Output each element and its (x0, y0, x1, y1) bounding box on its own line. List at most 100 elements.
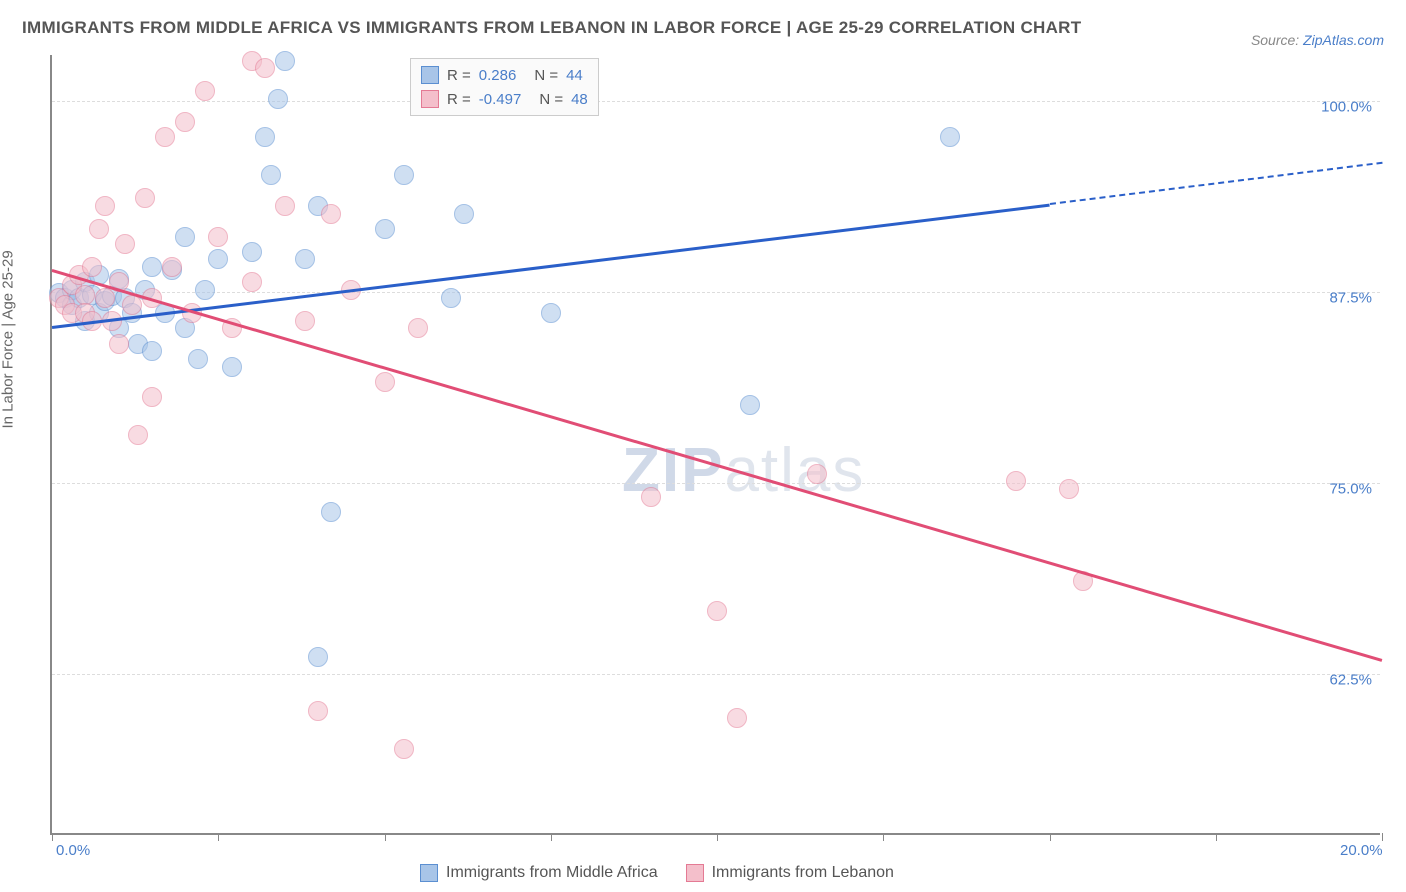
scatter-point (727, 708, 747, 728)
scatter-point (128, 425, 148, 445)
r-value-1: -0.497 (479, 91, 522, 108)
x-tick (1382, 833, 1383, 841)
source-link[interactable]: ZipAtlas.com (1303, 32, 1384, 48)
scatter-point (268, 89, 288, 109)
scatter-point (175, 112, 195, 132)
r-value-0: 0.286 (479, 67, 517, 84)
chart-container: IMMIGRANTS FROM MIDDLE AFRICA VS IMMIGRA… (0, 0, 1406, 892)
n-value-1: 48 (571, 91, 588, 108)
n-label-0: N = (534, 67, 558, 84)
correlation-row-0: R = 0.286 N = 44 (421, 63, 588, 87)
scatter-point (162, 257, 182, 277)
scatter-point (109, 334, 129, 354)
scatter-point (75, 285, 95, 305)
scatter-point (394, 165, 414, 185)
plot-area: ZIPatlas 62.5%75.0%87.5%100.0%0.0%20.0% (50, 55, 1380, 835)
x-tick-label: 0.0% (56, 842, 90, 859)
x-tick (385, 833, 386, 841)
scatter-point (321, 502, 341, 522)
y-axis-label: In Labor Force | Age 25-29 (0, 250, 17, 428)
scatter-point (175, 227, 195, 247)
scatter-point (275, 51, 295, 71)
scatter-point (195, 280, 215, 300)
r-label-0: R = (447, 67, 471, 84)
x-tick-label: 20.0% (1340, 842, 1383, 859)
scatter-point (95, 196, 115, 216)
swatch-series-0 (421, 66, 439, 84)
scatter-point (82, 257, 102, 277)
scatter-point (454, 204, 474, 224)
legend-swatch-0 (420, 864, 438, 882)
watermark-bold: ZIP (622, 436, 724, 505)
x-tick (717, 833, 718, 841)
scatter-point (940, 127, 960, 147)
legend-item-0: Immigrants from Middle Africa (420, 864, 658, 882)
legend-swatch-1 (686, 864, 704, 882)
trend-line-extrap (1049, 162, 1382, 205)
scatter-point (142, 257, 162, 277)
scatter-point (295, 249, 315, 269)
scatter-point (89, 219, 109, 239)
swatch-series-1 (421, 90, 439, 108)
r-label-1: R = (447, 91, 471, 108)
scatter-point (135, 188, 155, 208)
scatter-point (255, 58, 275, 78)
scatter-point (261, 165, 281, 185)
gridline-h (52, 101, 1380, 102)
y-tick-label: 62.5% (1329, 672, 1372, 689)
scatter-point (1059, 479, 1079, 499)
scatter-point (122, 295, 142, 315)
correlation-row-1: R = -0.497 N = 48 (421, 87, 588, 111)
gridline-h (52, 483, 1380, 484)
scatter-point (242, 242, 262, 262)
scatter-point (375, 372, 395, 392)
x-tick (883, 833, 884, 841)
scatter-point (242, 272, 262, 292)
scatter-point (541, 303, 561, 323)
bottom-legend: Immigrants from Middle Africa Immigrants… (420, 864, 894, 882)
scatter-point (155, 127, 175, 147)
y-tick-label: 75.0% (1329, 481, 1372, 498)
y-tick-label: 100.0% (1321, 98, 1372, 115)
scatter-point (208, 249, 228, 269)
scatter-point (394, 739, 414, 759)
scatter-point (308, 647, 328, 667)
correlation-legend-box: R = 0.286 N = 44 R = -0.497 N = 48 (410, 58, 599, 116)
scatter-point (807, 464, 827, 484)
x-tick (52, 833, 53, 841)
scatter-point (142, 341, 162, 361)
watermark-light: atlas (724, 436, 865, 505)
scatter-point (375, 219, 395, 239)
scatter-point (188, 349, 208, 369)
legend-item-1: Immigrants from Lebanon (686, 864, 894, 882)
scatter-point (255, 127, 275, 147)
scatter-point (195, 81, 215, 101)
source-prefix: Source: (1251, 32, 1299, 48)
legend-label-1: Immigrants from Lebanon (712, 864, 894, 882)
scatter-point (408, 318, 428, 338)
x-tick (1216, 833, 1217, 841)
scatter-point (308, 701, 328, 721)
scatter-point (208, 227, 228, 247)
x-tick (551, 833, 552, 841)
chart-title: IMMIGRANTS FROM MIDDLE AFRICA VS IMMIGRA… (22, 18, 1081, 38)
scatter-point (275, 196, 295, 216)
gridline-h (52, 674, 1380, 675)
y-tick-label: 87.5% (1329, 290, 1372, 307)
n-label-1: N = (539, 91, 563, 108)
scatter-point (707, 601, 727, 621)
scatter-point (441, 288, 461, 308)
x-tick (1050, 833, 1051, 841)
scatter-point (295, 311, 315, 331)
scatter-point (1006, 471, 1026, 491)
scatter-point (142, 387, 162, 407)
x-tick (218, 833, 219, 841)
legend-label-0: Immigrants from Middle Africa (446, 864, 658, 882)
scatter-point (641, 487, 661, 507)
source-attribution: Source: ZipAtlas.com (1251, 32, 1384, 48)
scatter-point (222, 357, 242, 377)
scatter-point (740, 395, 760, 415)
n-value-0: 44 (566, 67, 583, 84)
scatter-point (115, 234, 135, 254)
scatter-point (321, 204, 341, 224)
